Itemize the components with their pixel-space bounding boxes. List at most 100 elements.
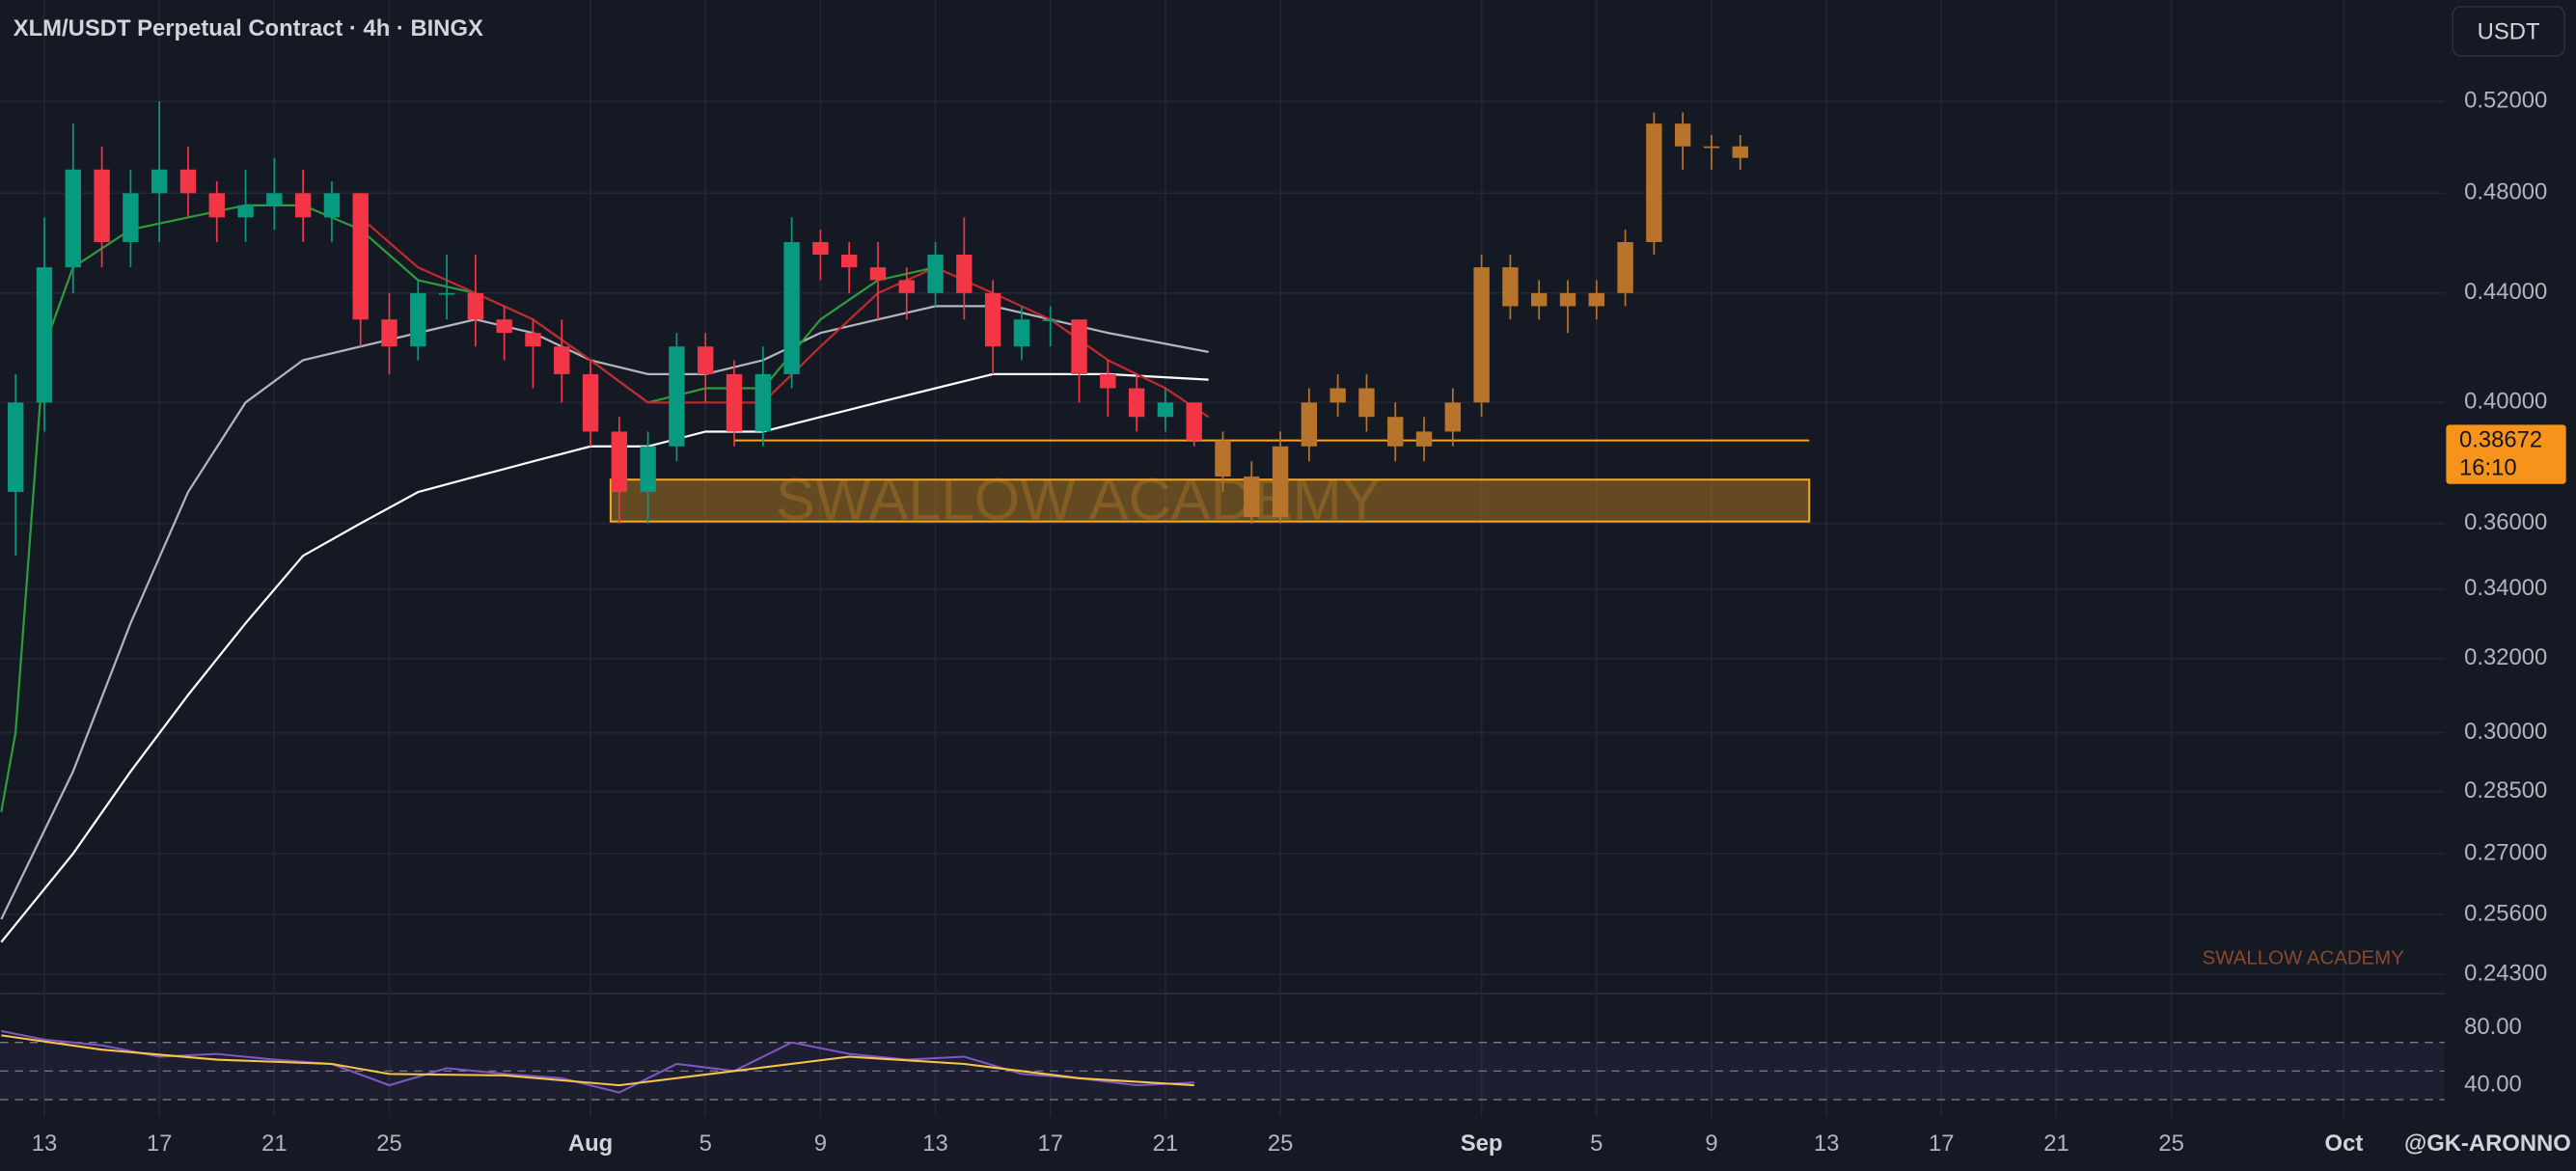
candle-body	[1329, 388, 1346, 403]
x-tick-label: 17	[1037, 1130, 1063, 1157]
price-tag-label: 0.38672	[2459, 427, 2542, 453]
support-zone	[609, 478, 1811, 523]
watermark: SWALLOW ACADEMY	[776, 467, 1382, 532]
candle-body	[726, 373, 743, 432]
candle-body	[410, 292, 426, 347]
x-tick-label: 5	[699, 1130, 712, 1157]
candle-body	[208, 193, 225, 218]
plot: SWALLOW ACADEMY	[0, 101, 1811, 1094]
x-tick-label: 17	[147, 1130, 173, 1157]
candle-body	[1674, 123, 1691, 147]
y-tick-label: 0.32000	[2464, 644, 2547, 670]
candle-body	[1502, 267, 1519, 307]
rsi-tick-label: 80.00	[2464, 1014, 2522, 1040]
price-tag	[2446, 424, 2566, 484]
x-tick-label: 25	[376, 1130, 402, 1157]
candle-body	[1272, 446, 1289, 518]
candle-body	[1301, 402, 1318, 447]
countdown-label: 16:10	[2459, 455, 2517, 481]
x-tick-label: 9	[814, 1130, 827, 1157]
candle-body	[352, 193, 369, 320]
candle-body	[1617, 241, 1633, 293]
currency-button[interactable]	[2452, 5, 2565, 57]
candle-body	[956, 254, 973, 293]
candle-body	[266, 193, 283, 205]
candle-body	[1588, 292, 1604, 307]
candle-body	[840, 254, 858, 268]
candle-body	[611, 431, 628, 493]
candle-body	[237, 204, 254, 218]
x-tick-label: 5	[1590, 1130, 1603, 1157]
candle-body	[898, 280, 915, 293]
x-tick-label: Aug	[568, 1130, 613, 1157]
rsi-line	[1, 1029, 1194, 1094]
candle-body	[1358, 388, 1375, 418]
candle-body	[812, 241, 829, 255]
candle-body	[1157, 402, 1174, 418]
grid	[0, 0, 2445, 1117]
candle-body	[1042, 319, 1058, 321]
y-tick-label: 0.36000	[2464, 509, 2547, 535]
candle-body	[1186, 402, 1202, 441]
candle-body	[1444, 402, 1462, 432]
candle-body	[582, 373, 599, 432]
candle-body	[179, 169, 197, 194]
candle-body	[8, 402, 24, 493]
candle-body	[669, 346, 685, 447]
candle-body	[1415, 431, 1433, 447]
y-tick-label: 0.27000	[2464, 839, 2547, 865]
y-tick-label: 0.30000	[2464, 719, 2547, 745]
candle-body	[467, 292, 484, 320]
chart-title: XLM/USDT Perpetual Contract · 4h · BINGX	[14, 15, 483, 41]
candle-body	[754, 373, 772, 432]
candle-body	[438, 292, 455, 295]
candle-body	[151, 169, 168, 194]
candle-body	[698, 346, 714, 374]
candle-body	[1559, 292, 1576, 307]
candle-body	[1071, 319, 1087, 374]
candle-body	[36, 267, 53, 403]
watermark-small: SWALLOW ACADEMY	[2203, 948, 2405, 969]
y-tick-label: 0.28500	[2464, 777, 2547, 803]
rsi-tick-label: 40.00	[2464, 1071, 2522, 1097]
candle-body	[1100, 373, 1116, 389]
candle-body	[1703, 146, 1720, 149]
y-tick-label: 0.24300	[2464, 961, 2547, 987]
candle-body	[381, 319, 397, 347]
candle-body	[869, 267, 887, 281]
currency-label[interactable]: USDT	[2478, 18, 2540, 44]
y-tick-label: 0.44000	[2464, 279, 2547, 305]
candle-body	[294, 193, 312, 218]
candle-body	[554, 346, 570, 374]
moving-average	[0, 372, 1209, 943]
candle-body	[640, 446, 656, 493]
x-tick-label: Sep	[1461, 1130, 1503, 1157]
x-tick-label: 9	[1705, 1130, 1717, 1157]
rsi-line	[1, 1034, 1194, 1087]
candle-body	[1128, 388, 1145, 418]
candle-body	[525, 333, 541, 347]
x-tick-label: 21	[1153, 1130, 1179, 1157]
x-tick-label: 13	[1814, 1130, 1840, 1157]
candle-body	[123, 193, 139, 242]
y-tick-label: 0.25600	[2464, 901, 2547, 927]
author: @GK-ARONNO	[2404, 1130, 2571, 1157]
candle-body	[496, 319, 512, 334]
candle-body	[65, 169, 81, 268]
x-tick-label: 25	[1268, 1130, 1294, 1157]
candle-body	[1732, 146, 1748, 158]
candle-body	[1013, 319, 1030, 347]
y-tick-label: 0.52000	[2464, 87, 2547, 113]
candle-body	[927, 254, 944, 293]
candle-body	[94, 169, 110, 242]
candle-body	[323, 193, 341, 218]
candle-body	[1387, 417, 1404, 447]
x-tick-label: 21	[2043, 1130, 2069, 1157]
candle-body	[1244, 477, 1260, 518]
y-tick-label: 0.40000	[2464, 389, 2547, 415]
candle-body	[1646, 123, 1662, 242]
candle-body	[1473, 267, 1490, 403]
